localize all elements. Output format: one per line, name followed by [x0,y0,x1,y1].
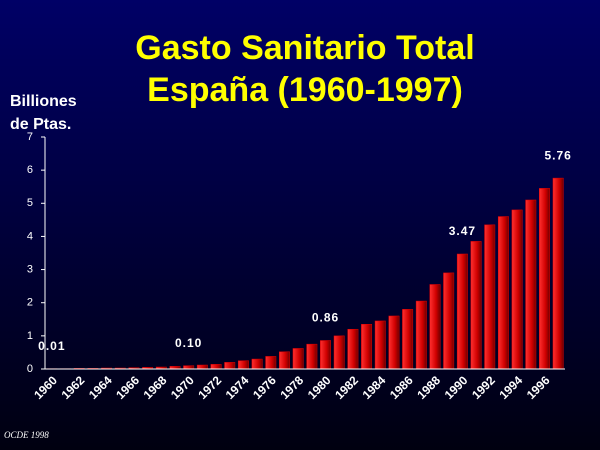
y-tick-label: 7 [27,131,33,143]
bar [196,364,208,370]
y-tick-label: 3 [27,263,33,275]
bar [511,209,523,370]
bar [333,335,345,370]
bar [237,360,249,370]
bar [347,328,359,370]
bar [402,309,414,370]
bar [251,358,263,370]
bar [429,284,441,370]
y-tick-label: 1 [27,330,33,342]
y-tick-label: 6 [27,164,33,176]
bar [279,351,290,370]
bar [306,343,318,370]
data-label: 0.10 [175,336,202,350]
bar [265,356,277,370]
data-label: 5.76 [544,148,571,162]
bar [552,177,564,370]
bar [224,362,236,370]
y-tick-label: 2 [27,297,33,309]
y-tick-label: 4 [27,230,33,242]
y-tick-label: 5 [27,197,33,209]
bar [210,364,222,370]
chart-subtitle: España (1960-1997) [147,71,463,109]
bar [484,224,496,370]
data-label: 0.01 [38,339,65,353]
y-axis-label: Billiones [10,93,77,110]
bar [525,199,537,370]
bar [320,340,331,370]
bar [388,315,400,370]
bar [443,272,455,370]
y-axis-label: de Ptas. [10,116,71,133]
bar [361,324,373,370]
bar [415,300,427,370]
bar [456,253,468,370]
data-label: 0.86 [312,311,339,325]
chart-title: Gasto Sanitario Total [135,29,474,67]
bar [470,241,482,370]
bar [539,188,550,370]
bar [497,216,509,370]
y-tick-label: 0 [27,363,33,375]
data-label: 3.47 [449,224,476,238]
bar [374,320,386,370]
source-note: OCDE 1998 [4,430,49,440]
bar [292,348,304,370]
